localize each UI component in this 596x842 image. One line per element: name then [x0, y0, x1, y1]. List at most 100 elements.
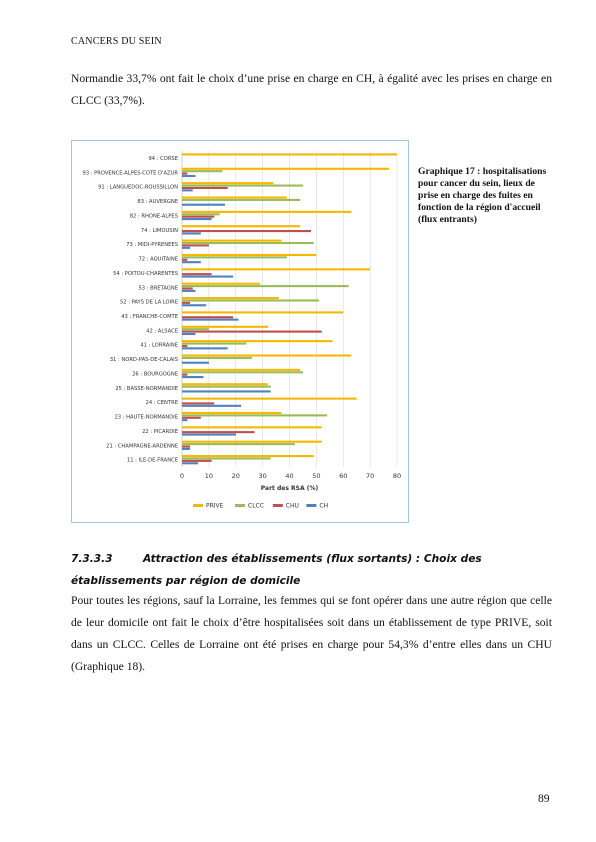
category-label: 11 : ILE-DE-FRANCE — [127, 458, 178, 464]
bar-clcc — [182, 285, 349, 288]
x-tick-label: 30 — [258, 472, 266, 480]
legend-label-ch: CH — [319, 503, 328, 510]
legend-swatch-chu — [272, 504, 283, 507]
bar-prive — [182, 426, 322, 429]
x-tick-label: 0 — [180, 472, 184, 480]
bar-ch — [182, 304, 207, 307]
bar-ch — [182, 289, 196, 292]
bar-chu — [182, 316, 234, 319]
legend-swatch-ch — [306, 504, 317, 507]
bar-ch — [182, 174, 196, 178]
category-label: 31 : NORD-PAS-DE-CALAIS — [110, 357, 178, 363]
category-label: 42 : ALSACE — [146, 328, 178, 334]
legend-label-clcc: CLCC — [248, 503, 264, 510]
bar-prive — [182, 383, 268, 386]
bar-prive — [182, 411, 282, 415]
bar-chu — [182, 344, 188, 348]
bar-chu — [182, 459, 212, 462]
bar-clcc — [182, 457, 271, 460]
running-header: CANCERS DU SEIN — [71, 36, 162, 47]
bar-prive — [182, 354, 352, 357]
x-tick-label: 60 — [339, 472, 347, 480]
bar-ch — [182, 203, 225, 206]
bar-ch — [182, 246, 191, 249]
bar-ch — [182, 189, 193, 192]
bar-prive — [182, 239, 282, 242]
paragraph-body: Pour toutes les régions, sauf la Lorrain… — [71, 594, 552, 673]
category-label: 43 : FRANCHE-COMTE — [121, 314, 178, 320]
category-label: 73 : MIDI-PYRENEES — [126, 242, 178, 248]
bar-prive — [182, 297, 279, 300]
bar-prive — [182, 253, 317, 257]
bar-clcc — [182, 241, 314, 245]
bar-ch — [182, 404, 242, 407]
bar-ch — [182, 361, 209, 364]
bar-clcc — [182, 414, 328, 417]
bar-clcc — [182, 184, 303, 187]
paragraph-intro: Normandie 33,7% ont fait le choix d’une … — [71, 72, 552, 107]
bar-clcc — [182, 299, 320, 302]
bar-prive — [182, 311, 344, 314]
bar-chu — [182, 373, 188, 376]
bar-prive — [182, 368, 301, 371]
bar-chu — [182, 172, 188, 175]
bar-prive — [182, 210, 352, 213]
category-label: 41 : LORRAINE — [140, 343, 178, 349]
bar-clcc — [182, 170, 223, 173]
chart-frame: 0 10 20 30 40 50 60 70 80 94 : CORSE 93 : PROVENCE… — [71, 140, 409, 523]
bar-clcc — [182, 328, 209, 331]
bar-clcc — [182, 256, 287, 259]
bar-clcc — [182, 443, 295, 446]
bar-chu — [182, 273, 212, 276]
bar-chart: 0 10 20 30 40 50 60 70 80 94 : CORSE 93 : PROVENCE… — [83, 151, 401, 510]
category-label: 53 : BRETAGNE — [139, 285, 179, 291]
category-label: 25 : BASSE-NORMANDIE — [115, 386, 178, 392]
bar-chu — [182, 287, 193, 290]
bar-ch — [182, 332, 196, 336]
category-label: 93 : PROVENCE-ALPES-COTE D'AZUR — [83, 170, 179, 176]
bar-chu — [182, 230, 311, 233]
bar-ch — [182, 318, 239, 321]
category-label: 72 : AQUITAINE — [138, 257, 178, 263]
bar-prive — [182, 268, 371, 271]
bar-ch — [182, 462, 199, 465]
bar-prive — [182, 153, 397, 156]
category-label: 22 : PICARDIE — [142, 429, 178, 435]
bar-ch — [182, 232, 201, 235]
x-tick-label: 70 — [366, 472, 374, 480]
legend-swatch-prive — [193, 504, 203, 507]
bar-chu — [182, 402, 215, 405]
bar-ch — [182, 447, 191, 450]
bar-chu — [182, 301, 191, 304]
bar-chu — [182, 330, 322, 333]
category-label: 21 : CHAMPAGNE-ARDENNE — [106, 443, 178, 449]
section-title-text: Attraction des établissements (flux sort… — [71, 553, 482, 587]
bar-chu — [182, 186, 228, 190]
category-label: 94 : CORSE — [148, 156, 178, 162]
x-axis-title: Part des RSA (%) — [261, 485, 319, 492]
x-tick-label: 10 — [205, 472, 213, 480]
bar-clcc — [182, 371, 303, 374]
bar-prive — [182, 455, 314, 458]
bar-ch — [182, 433, 236, 436]
category-label: 91 : LANGUEDOC-ROUSSILLON — [98, 185, 178, 191]
bar-ch — [182, 376, 204, 379]
category-label: 26 : BOURGOGNE — [132, 371, 178, 377]
bar-prive — [182, 182, 274, 185]
category-label: 52 : PAYS DE LA LOIRE — [120, 300, 178, 306]
bar-clcc — [182, 198, 301, 201]
bar-prive — [182, 225, 301, 228]
category-label: 74 : LIMOUSIN — [141, 228, 178, 234]
category-label: 82 : RHONE-ALPES — [130, 213, 178, 219]
x-tick-label: 40 — [285, 472, 293, 480]
category-label: 54 : POITOU-CHARENTES — [113, 271, 178, 277]
legend-swatch-clcc — [235, 504, 245, 507]
bar-ch — [182, 347, 228, 350]
chart-caption: Graphique 17 : hospitalisations pour can… — [418, 166, 547, 225]
category-label: 24 : CENTRE — [146, 400, 178, 406]
bar-chu — [182, 215, 215, 218]
bar-chu — [182, 431, 255, 434]
bar-clcc — [182, 356, 252, 359]
category-label: 23 : HAUTE-NORMANDIE — [115, 415, 179, 421]
bar-ch — [182, 261, 201, 264]
